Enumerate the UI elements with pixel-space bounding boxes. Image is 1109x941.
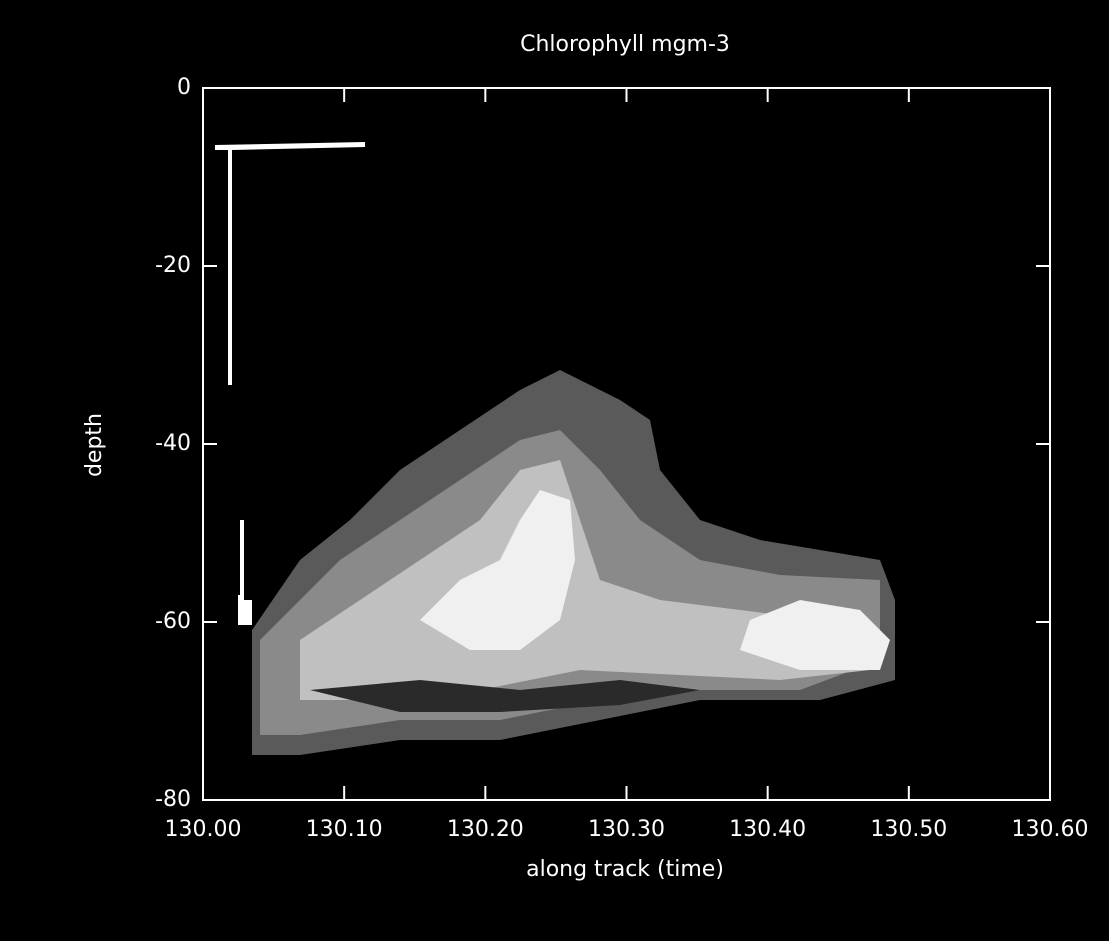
contour-region xyxy=(740,600,890,670)
contour-field xyxy=(215,142,895,755)
y-tick-label: -60 xyxy=(155,609,191,634)
chart-title: Chlorophyll mgm-3 xyxy=(520,32,730,57)
y-tick-label: -80 xyxy=(155,787,191,812)
y-tick-label: -20 xyxy=(155,253,191,278)
contour-region xyxy=(310,680,700,712)
contour-region xyxy=(238,520,252,625)
contour-region xyxy=(420,490,575,650)
contour-region xyxy=(300,460,880,700)
x-tick-label: 130.30 xyxy=(588,817,665,842)
y-tick-label: 0 xyxy=(177,75,191,100)
x-axis-label: along track (time) xyxy=(526,857,724,882)
x-tick-label: 130.00 xyxy=(165,817,242,842)
x-tick-label: 130.60 xyxy=(1012,817,1089,842)
x-tick-label: 130.40 xyxy=(729,817,806,842)
x-tick-label: 130.20 xyxy=(447,817,524,842)
y-axis-label: depth xyxy=(82,413,107,477)
x-tick-label: 130.10 xyxy=(306,817,383,842)
x-tick-label: 130.50 xyxy=(870,817,947,842)
y-tick-label: -40 xyxy=(155,431,191,456)
contour-region xyxy=(215,142,365,385)
